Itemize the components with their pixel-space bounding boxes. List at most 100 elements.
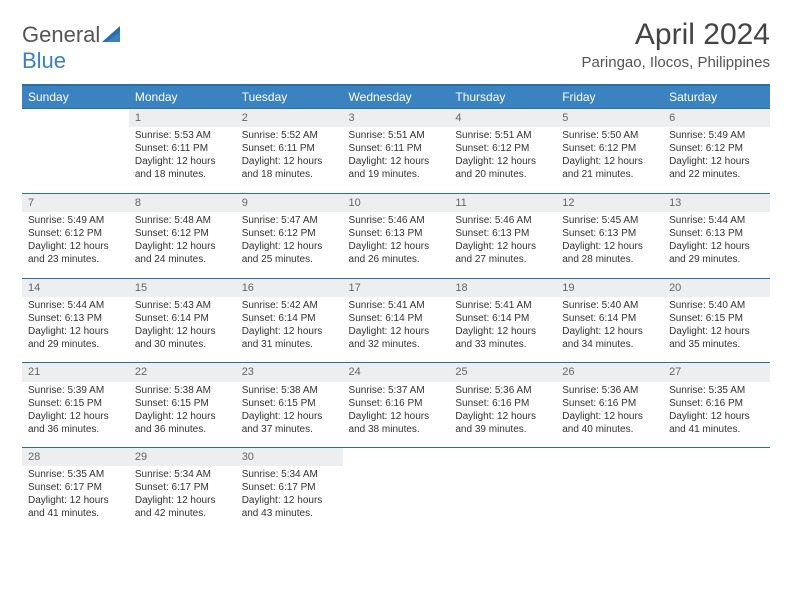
sunrise-line: Sunrise: 5:53 AM (135, 129, 230, 142)
sunset-line: Sunset: 6:17 PM (135, 481, 230, 494)
day-number-cell: 15 (129, 278, 236, 297)
sunset-line: Sunset: 6:14 PM (242, 312, 337, 325)
day-number-cell: 9 (236, 193, 343, 212)
day-cell: Sunrise: 5:53 AMSunset: 6:11 PMDaylight:… (129, 127, 236, 193)
day-cell: Sunrise: 5:36 AMSunset: 6:16 PMDaylight:… (449, 382, 556, 448)
day-header: Saturday (663, 85, 770, 109)
day-number-cell: 11 (449, 193, 556, 212)
day-cell: Sunrise: 5:43 AMSunset: 6:14 PMDaylight:… (129, 297, 236, 363)
day-cell: Sunrise: 5:35 AMSunset: 6:16 PMDaylight:… (663, 382, 770, 448)
day-cell: Sunrise: 5:42 AMSunset: 6:14 PMDaylight:… (236, 297, 343, 363)
daylight-line: Daylight: 12 hours and 33 minutes. (455, 325, 550, 351)
day-info: Sunrise: 5:35 AMSunset: 6:17 PMDaylight:… (28, 468, 123, 520)
sunset-line: Sunset: 6:14 PM (455, 312, 550, 325)
day-number-cell: 24 (343, 363, 450, 382)
day-number-cell: 3 (343, 109, 450, 128)
day-info: Sunrise: 5:47 AMSunset: 6:12 PMDaylight:… (242, 214, 337, 266)
day-cell (343, 466, 450, 532)
day-cell: Sunrise: 5:52 AMSunset: 6:11 PMDaylight:… (236, 127, 343, 193)
sunset-line: Sunset: 6:16 PM (455, 397, 550, 410)
daylight-line: Daylight: 12 hours and 30 minutes. (135, 325, 230, 351)
day-info: Sunrise: 5:38 AMSunset: 6:15 PMDaylight:… (135, 384, 230, 436)
sunset-line: Sunset: 6:13 PM (349, 227, 444, 240)
daylight-line: Daylight: 12 hours and 29 minutes. (28, 325, 123, 351)
day-cell: Sunrise: 5:44 AMSunset: 6:13 PMDaylight:… (22, 297, 129, 363)
sunrise-line: Sunrise: 5:45 AM (562, 214, 657, 227)
day-info: Sunrise: 5:36 AMSunset: 6:16 PMDaylight:… (562, 384, 657, 436)
day-info: Sunrise: 5:39 AMSunset: 6:15 PMDaylight:… (28, 384, 123, 436)
daylight-line: Daylight: 12 hours and 35 minutes. (669, 325, 764, 351)
sunrise-line: Sunrise: 5:49 AM (669, 129, 764, 142)
daylight-line: Daylight: 12 hours and 28 minutes. (562, 240, 657, 266)
day-cell (663, 466, 770, 532)
sunset-line: Sunset: 6:15 PM (135, 397, 230, 410)
sunset-line: Sunset: 6:13 PM (669, 227, 764, 240)
day-info: Sunrise: 5:42 AMSunset: 6:14 PMDaylight:… (242, 299, 337, 351)
day-cell: Sunrise: 5:47 AMSunset: 6:12 PMDaylight:… (236, 212, 343, 278)
sunrise-line: Sunrise: 5:49 AM (28, 214, 123, 227)
day-cell: Sunrise: 5:45 AMSunset: 6:13 PMDaylight:… (556, 212, 663, 278)
brand-name-a: General (22, 22, 100, 47)
day-number-cell: 17 (343, 278, 450, 297)
day-number-cell: 14 (22, 278, 129, 297)
day-info: Sunrise: 5:51 AMSunset: 6:11 PMDaylight:… (349, 129, 444, 181)
day-number-cell: 25 (449, 363, 556, 382)
day-info: Sunrise: 5:34 AMSunset: 6:17 PMDaylight:… (135, 468, 230, 520)
calendar-table: Sunday Monday Tuesday Wednesday Thursday… (22, 84, 770, 532)
sunset-line: Sunset: 6:12 PM (242, 227, 337, 240)
day-number-cell: 2 (236, 109, 343, 128)
sunset-line: Sunset: 6:16 PM (562, 397, 657, 410)
brand-logo: General Blue (22, 22, 124, 74)
sunset-line: Sunset: 6:12 PM (28, 227, 123, 240)
daylight-line: Daylight: 12 hours and 31 minutes. (242, 325, 337, 351)
daylight-line: Daylight: 12 hours and 21 minutes. (562, 155, 657, 181)
day-info: Sunrise: 5:51 AMSunset: 6:12 PMDaylight:… (455, 129, 550, 181)
content-row: Sunrise: 5:39 AMSunset: 6:15 PMDaylight:… (22, 382, 770, 448)
day-number-cell: 8 (129, 193, 236, 212)
sunrise-line: Sunrise: 5:36 AM (562, 384, 657, 397)
content-row: Sunrise: 5:35 AMSunset: 6:17 PMDaylight:… (22, 466, 770, 532)
daylight-line: Daylight: 12 hours and 24 minutes. (135, 240, 230, 266)
day-cell (22, 127, 129, 193)
sunrise-line: Sunrise: 5:38 AM (242, 384, 337, 397)
day-cell: Sunrise: 5:51 AMSunset: 6:12 PMDaylight:… (449, 127, 556, 193)
day-number-cell: 10 (343, 193, 450, 212)
day-info: Sunrise: 5:36 AMSunset: 6:16 PMDaylight:… (455, 384, 550, 436)
daylight-line: Daylight: 12 hours and 39 minutes. (455, 410, 550, 436)
sunrise-line: Sunrise: 5:50 AM (562, 129, 657, 142)
day-number-cell (663, 448, 770, 467)
day-number-cell: 12 (556, 193, 663, 212)
day-info: Sunrise: 5:46 AMSunset: 6:13 PMDaylight:… (455, 214, 550, 266)
sunrise-line: Sunrise: 5:43 AM (135, 299, 230, 312)
content-row: Sunrise: 5:53 AMSunset: 6:11 PMDaylight:… (22, 127, 770, 193)
sunrise-line: Sunrise: 5:39 AM (28, 384, 123, 397)
daylight-line: Daylight: 12 hours and 38 minutes. (349, 410, 444, 436)
day-number-cell: 18 (449, 278, 556, 297)
day-number-cell: 28 (22, 448, 129, 467)
day-cell: Sunrise: 5:34 AMSunset: 6:17 PMDaylight:… (129, 466, 236, 532)
day-cell: Sunrise: 5:48 AMSunset: 6:12 PMDaylight:… (129, 212, 236, 278)
day-cell: Sunrise: 5:41 AMSunset: 6:14 PMDaylight:… (343, 297, 450, 363)
day-header: Tuesday (236, 85, 343, 109)
daynum-row: 282930 (22, 448, 770, 467)
sunrise-line: Sunrise: 5:47 AM (242, 214, 337, 227)
sunset-line: Sunset: 6:15 PM (28, 397, 123, 410)
daylight-line: Daylight: 12 hours and 32 minutes. (349, 325, 444, 351)
sunrise-line: Sunrise: 5:41 AM (455, 299, 550, 312)
day-number-cell (343, 448, 450, 467)
sunrise-line: Sunrise: 5:48 AM (135, 214, 230, 227)
sunrise-line: Sunrise: 5:35 AM (669, 384, 764, 397)
day-info: Sunrise: 5:40 AMSunset: 6:14 PMDaylight:… (562, 299, 657, 351)
day-number-cell: 27 (663, 363, 770, 382)
day-cell: Sunrise: 5:40 AMSunset: 6:15 PMDaylight:… (663, 297, 770, 363)
day-cell: Sunrise: 5:38 AMSunset: 6:15 PMDaylight:… (236, 382, 343, 448)
sunrise-line: Sunrise: 5:44 AM (28, 299, 123, 312)
day-header: Monday (129, 85, 236, 109)
day-number-cell: 7 (22, 193, 129, 212)
day-info: Sunrise: 5:41 AMSunset: 6:14 PMDaylight:… (349, 299, 444, 351)
day-info: Sunrise: 5:34 AMSunset: 6:17 PMDaylight:… (242, 468, 337, 520)
day-number-cell: 6 (663, 109, 770, 128)
month-title: April 2024 (582, 18, 770, 52)
sunset-line: Sunset: 6:16 PM (669, 397, 764, 410)
day-number-cell: 16 (236, 278, 343, 297)
